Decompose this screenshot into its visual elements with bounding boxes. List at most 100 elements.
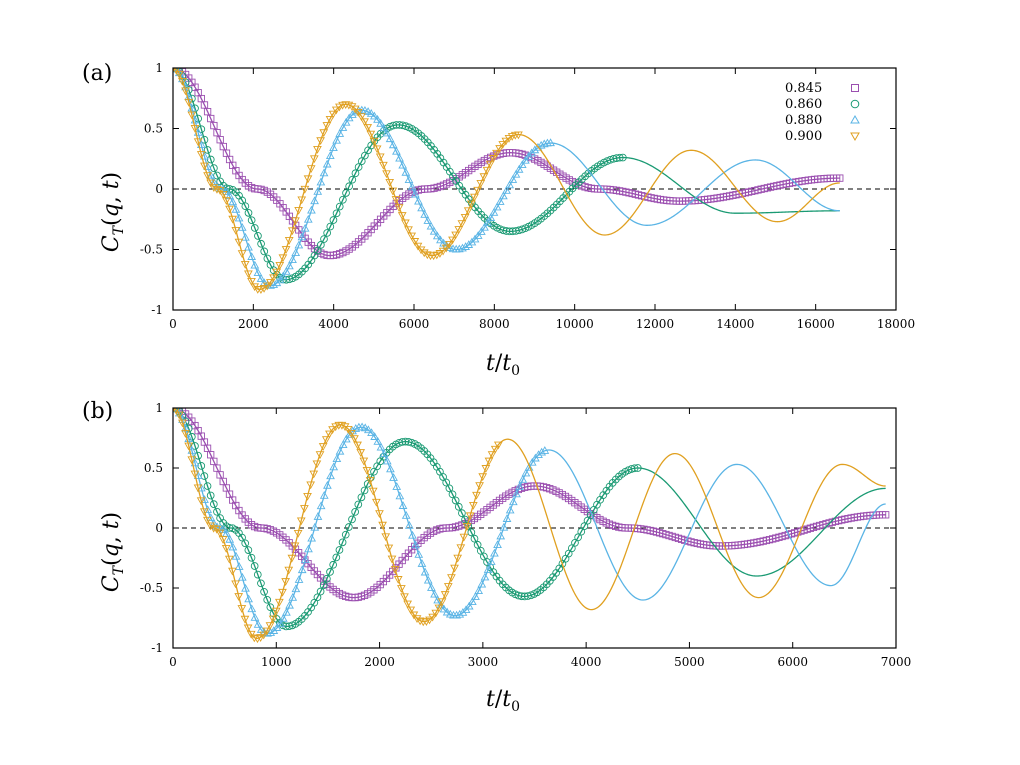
data-point-0.845 xyxy=(203,107,212,116)
data-point-0.900 xyxy=(284,566,294,575)
data-point-0.880 xyxy=(458,607,468,616)
data-point-0.900 xyxy=(391,196,401,204)
data-point-0.900 xyxy=(291,217,300,226)
data-point-0.860 xyxy=(260,587,268,596)
data-point-0.900 xyxy=(328,426,337,435)
data-point-0.900 xyxy=(313,146,322,154)
data-point-0.880 xyxy=(376,118,386,127)
data-point-0.900 xyxy=(268,615,278,624)
data-point-0.880 xyxy=(429,226,439,235)
data-point-0.900 xyxy=(199,508,209,517)
data-point-0.880 xyxy=(420,209,430,218)
data-point-0.900 xyxy=(259,285,269,293)
data-point-0.900 xyxy=(237,605,247,613)
data-point-0.880 xyxy=(313,512,323,520)
data-point-0.900 xyxy=(372,145,382,154)
data-point-0.900 xyxy=(472,491,481,500)
data-point-0.900 xyxy=(174,70,184,79)
data-point-0.900 xyxy=(369,137,379,146)
data-point-0.880 xyxy=(200,495,209,503)
data-point-0.900 xyxy=(234,593,244,601)
data-point-0.900 xyxy=(243,624,253,633)
data-point-0.900 xyxy=(356,449,366,457)
data-point-0.880 xyxy=(278,613,288,622)
data-point-0.860 xyxy=(458,509,466,517)
data-point-0.900 xyxy=(262,627,272,636)
data-point-0.845 xyxy=(213,129,221,137)
x-tick-label: 12000 xyxy=(636,317,674,331)
data-point-0.900 xyxy=(504,135,514,143)
data-point-0.900 xyxy=(269,274,278,283)
data-point-0.860 xyxy=(619,153,627,162)
data-point-0.900 xyxy=(465,512,475,521)
data-point-0.900 xyxy=(184,442,194,451)
data-point-0.880 xyxy=(414,549,424,558)
data-point-0.900 xyxy=(362,467,372,475)
data-point-0.900 xyxy=(290,542,300,551)
data-point-0.880 xyxy=(512,489,521,498)
data-point-0.860 xyxy=(445,484,454,493)
data-point-0.880 xyxy=(244,242,253,251)
data-point-0.880 xyxy=(417,203,426,212)
data-point-0.880 xyxy=(253,619,263,628)
data-point-0.900 xyxy=(293,529,303,538)
data-point-0.900 xyxy=(225,205,234,214)
data-point-0.900 xyxy=(447,574,456,583)
data-point-0.860 xyxy=(392,121,401,129)
data-point-0.880 xyxy=(407,182,417,191)
data-point-0.880 xyxy=(225,534,235,543)
data-point-0.900 xyxy=(390,566,400,574)
data-point-0.880 xyxy=(464,601,474,610)
x-tick-label: 18000 xyxy=(877,317,915,331)
x-tick-label: 0 xyxy=(169,655,177,669)
data-point-0.900 xyxy=(218,536,228,544)
data-point-0.900 xyxy=(466,200,476,209)
data-point-0.880 xyxy=(464,240,474,248)
data-point-0.880 xyxy=(379,449,389,458)
data-point-0.900 xyxy=(275,262,285,270)
y-tick-label: 0 xyxy=(155,521,163,535)
data-point-0.900 xyxy=(501,137,511,146)
data-point-0.860 xyxy=(326,222,335,231)
series-line-0.860 xyxy=(173,408,886,628)
data-point-0.880 xyxy=(486,213,496,221)
data-point-0.900 xyxy=(173,408,180,415)
data-point-0.900 xyxy=(368,487,378,496)
data-point-0.880 xyxy=(404,520,414,529)
data-point-0.880 xyxy=(477,579,487,588)
x-tick-label: 5000 xyxy=(674,655,705,669)
data-point-0.900 xyxy=(271,607,281,616)
panel-b: (b) CT(q, t) t/t0 0 1000 2000 3000 4000 5000 6… xyxy=(82,399,911,715)
data-point-0.900 xyxy=(272,268,281,277)
data-point-0.860 xyxy=(335,202,344,211)
data-point-0.860 xyxy=(351,508,359,516)
x-tick-label: 2000 xyxy=(364,655,395,669)
data-point-0.900 xyxy=(401,219,410,228)
data-point-0.860 xyxy=(448,490,457,499)
data-point-0.880 xyxy=(329,143,338,152)
data-point-0.880 xyxy=(338,440,348,449)
data-point-0.900 xyxy=(415,617,425,626)
data-point-0.900 xyxy=(437,598,447,607)
data-point-0.880 xyxy=(266,281,275,289)
data-point-0.900 xyxy=(309,470,319,479)
data-point-0.900 xyxy=(488,155,498,163)
data-point-0.880 xyxy=(505,180,515,189)
x-tick-label: 1000 xyxy=(261,655,292,669)
data-point-0.845 xyxy=(882,511,890,519)
data-point-0.880 xyxy=(219,525,228,533)
data-point-0.880 xyxy=(410,189,420,198)
data-point-0.880 xyxy=(471,592,480,600)
data-point-0.880 xyxy=(455,609,465,618)
data-point-0.900 xyxy=(212,185,222,194)
data-point-0.860 xyxy=(329,560,338,569)
data-point-0.900 xyxy=(485,160,495,169)
data-point-0.880 xyxy=(379,123,389,132)
data-point-0.880 xyxy=(476,227,486,235)
data-point-0.880 xyxy=(247,252,257,260)
data-point-0.900 xyxy=(306,165,316,173)
data-point-0.880 xyxy=(310,522,320,531)
data-point-0.880 xyxy=(408,530,417,539)
data-point-0.900 xyxy=(413,242,423,251)
data-point-0.880 xyxy=(461,242,470,250)
